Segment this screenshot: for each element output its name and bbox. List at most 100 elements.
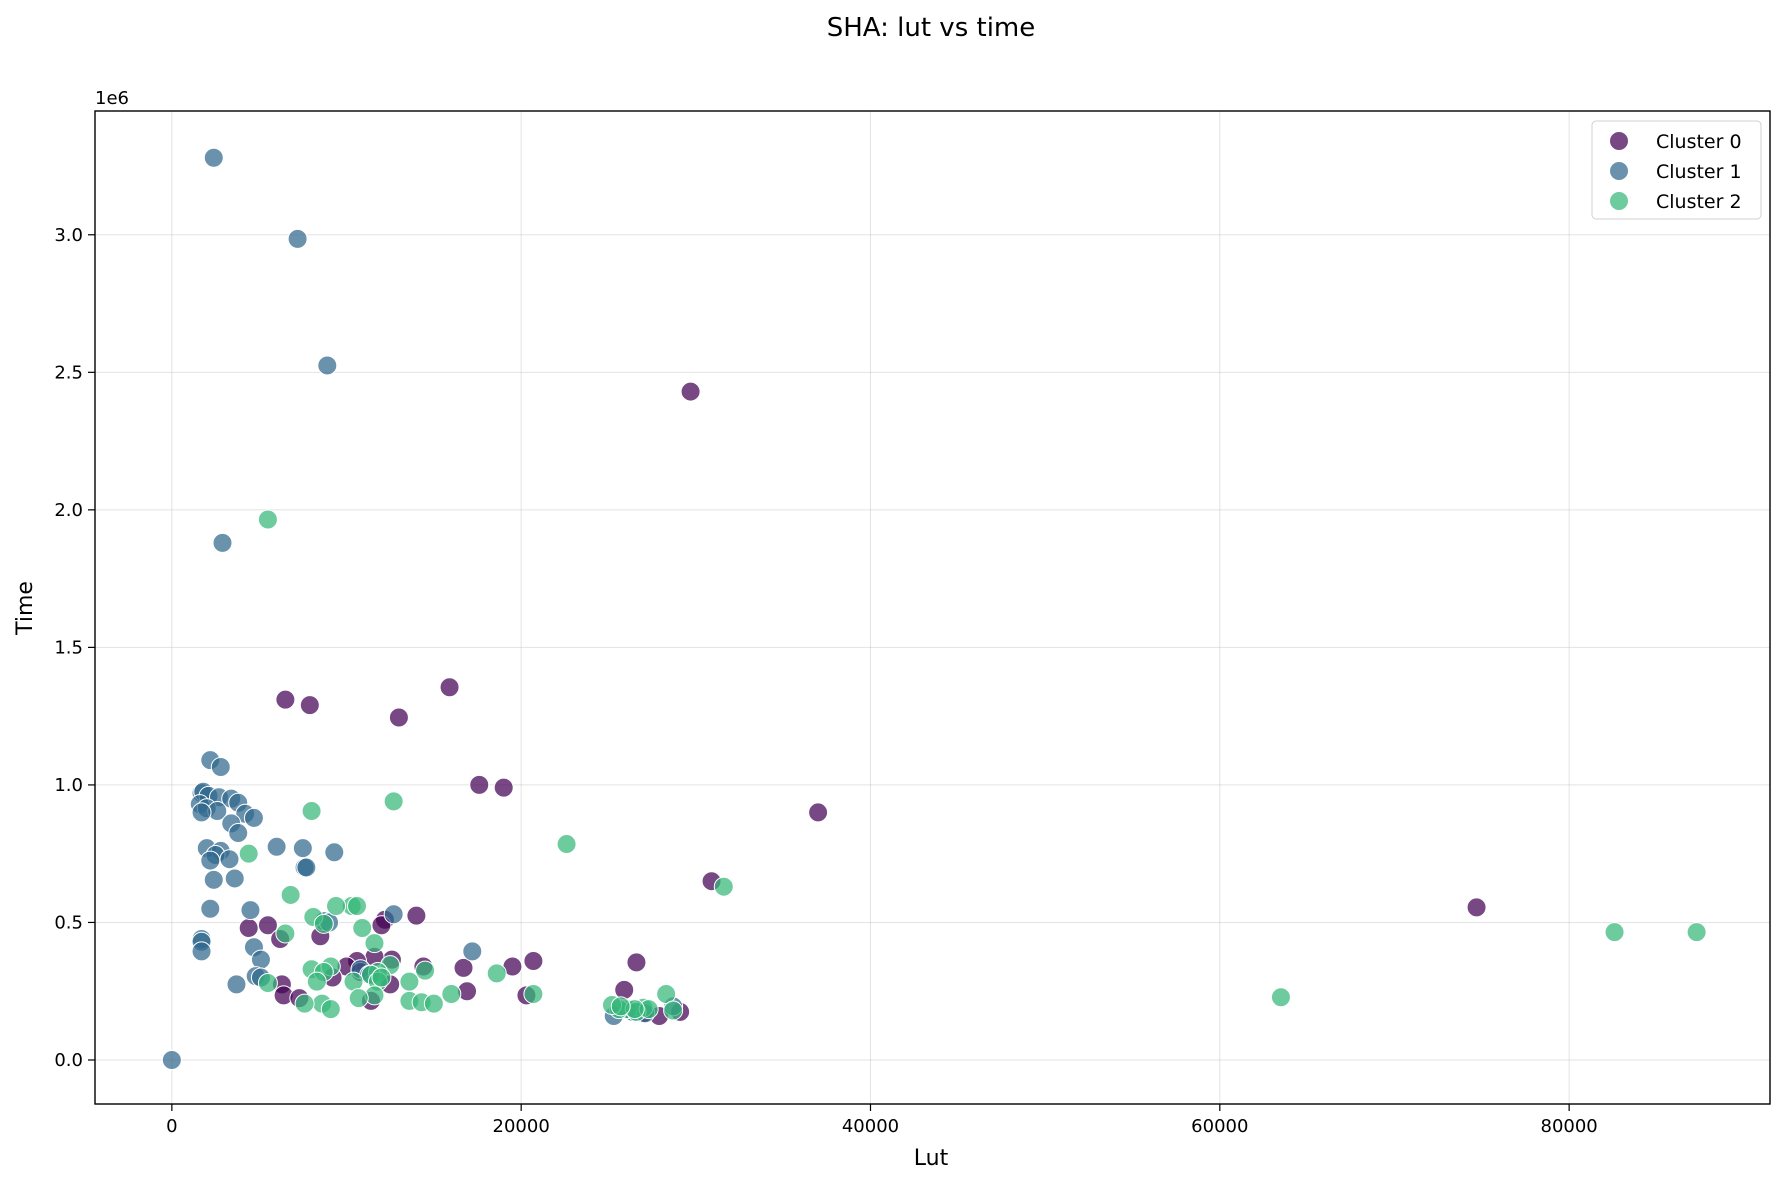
data-point bbox=[299, 695, 320, 716]
plot-frame bbox=[94, 110, 1771, 1105]
x-axis-ticks: 0 20000 40000 60000 80000 bbox=[166, 1104, 1598, 1137]
data-point bbox=[415, 960, 436, 981]
data-point bbox=[226, 974, 247, 995]
data-point bbox=[523, 950, 544, 971]
x-tick-label: 20000 bbox=[493, 1116, 550, 1137]
data-point bbox=[1686, 922, 1707, 943]
data-point bbox=[275, 923, 296, 944]
data-point bbox=[348, 988, 369, 1009]
data-point bbox=[306, 971, 327, 992]
data-point bbox=[320, 999, 341, 1020]
data-point bbox=[324, 842, 345, 863]
y-tick-label: 1.0 bbox=[54, 775, 83, 796]
data-point bbox=[462, 941, 483, 962]
data-point bbox=[371, 967, 392, 988]
data-point bbox=[301, 801, 322, 822]
legend: Cluster 0 Cluster 1 Cluster 2 bbox=[1591, 120, 1762, 220]
x-tick-label: 60000 bbox=[1191, 1116, 1248, 1137]
y-tick-label: 1.5 bbox=[54, 637, 83, 658]
y-axis-ticks: 0.0 0.5 1.0 1.5 2.0 2.5 3.0 bbox=[54, 225, 95, 1071]
y-axis-label: Time bbox=[13, 581, 38, 636]
data-point bbox=[486, 963, 507, 984]
data-point bbox=[200, 850, 221, 871]
data-point bbox=[240, 900, 261, 921]
data-point bbox=[243, 807, 264, 828]
series-cluster-2 bbox=[238, 509, 1707, 1022]
data-point bbox=[266, 836, 287, 857]
data-point bbox=[313, 913, 334, 934]
data-point bbox=[257, 915, 278, 936]
data-point bbox=[238, 917, 259, 938]
data-point bbox=[1604, 922, 1625, 943]
data-point bbox=[556, 834, 577, 855]
data-point bbox=[614, 979, 635, 1000]
data-point bbox=[280, 884, 301, 905]
data-point bbox=[296, 857, 317, 878]
legend-entry: Cluster 0 bbox=[1656, 131, 1742, 153]
data-point bbox=[423, 993, 444, 1014]
data-point bbox=[219, 849, 240, 870]
data-point bbox=[326, 895, 347, 916]
data-point bbox=[294, 993, 315, 1014]
y-tick-label: 2.0 bbox=[54, 500, 83, 521]
data-point bbox=[191, 941, 212, 962]
data-point bbox=[713, 876, 734, 897]
data-point bbox=[257, 509, 278, 530]
legend-marker bbox=[1609, 161, 1629, 181]
data-point bbox=[469, 774, 490, 795]
data-point bbox=[287, 228, 308, 249]
data-point bbox=[200, 898, 221, 919]
x-tick-label: 40000 bbox=[842, 1116, 899, 1137]
data-point bbox=[238, 843, 259, 864]
data-point bbox=[406, 905, 427, 926]
y-tick-label: 3.0 bbox=[54, 225, 83, 246]
data-point bbox=[610, 996, 631, 1017]
data-point bbox=[493, 777, 514, 798]
data-point bbox=[523, 983, 544, 1004]
data-point bbox=[352, 917, 373, 938]
data-point bbox=[317, 355, 338, 376]
legend-marker bbox=[1609, 131, 1629, 151]
data-point bbox=[388, 707, 409, 728]
series-cluster-0 bbox=[238, 381, 1487, 1026]
data-point bbox=[257, 972, 278, 993]
data-point bbox=[1466, 897, 1487, 918]
legend-marker bbox=[1609, 191, 1629, 211]
data-point bbox=[210, 757, 231, 778]
x-axis-label: Lut bbox=[914, 1146, 949, 1171]
data-point bbox=[399, 971, 420, 992]
data-point bbox=[228, 823, 249, 844]
data-point bbox=[212, 532, 233, 553]
data-point bbox=[383, 904, 404, 925]
data-point bbox=[680, 381, 701, 402]
data-point bbox=[224, 868, 245, 889]
data-point bbox=[808, 802, 829, 823]
data-point bbox=[203, 147, 224, 168]
legend-entry: Cluster 1 bbox=[1656, 161, 1742, 183]
y-offset-label: 1e6 bbox=[95, 88, 129, 109]
data-point bbox=[161, 1049, 182, 1070]
y-tick-label: 2.5 bbox=[54, 362, 83, 383]
data-point bbox=[275, 689, 296, 710]
data-point bbox=[453, 957, 474, 978]
y-tick-label: 0.0 bbox=[54, 1050, 83, 1071]
x-tick-label: 80000 bbox=[1541, 1116, 1598, 1137]
data-point bbox=[441, 983, 462, 1004]
data-point bbox=[191, 802, 212, 823]
data-point bbox=[663, 1000, 684, 1021]
legend-entry: Cluster 2 bbox=[1656, 191, 1742, 213]
data-point bbox=[626, 952, 647, 973]
data-point bbox=[439, 677, 460, 698]
grid-lines bbox=[95, 111, 1770, 1104]
data-point bbox=[346, 895, 367, 916]
y-tick-label: 0.5 bbox=[54, 912, 83, 933]
data-point bbox=[1270, 987, 1291, 1008]
x-tick-label: 0 bbox=[166, 1116, 177, 1137]
data-point bbox=[383, 791, 404, 812]
data-point bbox=[203, 869, 224, 890]
legend-box bbox=[1591, 120, 1762, 220]
data-point bbox=[364, 933, 385, 954]
chart-title: SHA: lut vs time bbox=[827, 13, 1036, 43]
data-point bbox=[292, 838, 313, 859]
